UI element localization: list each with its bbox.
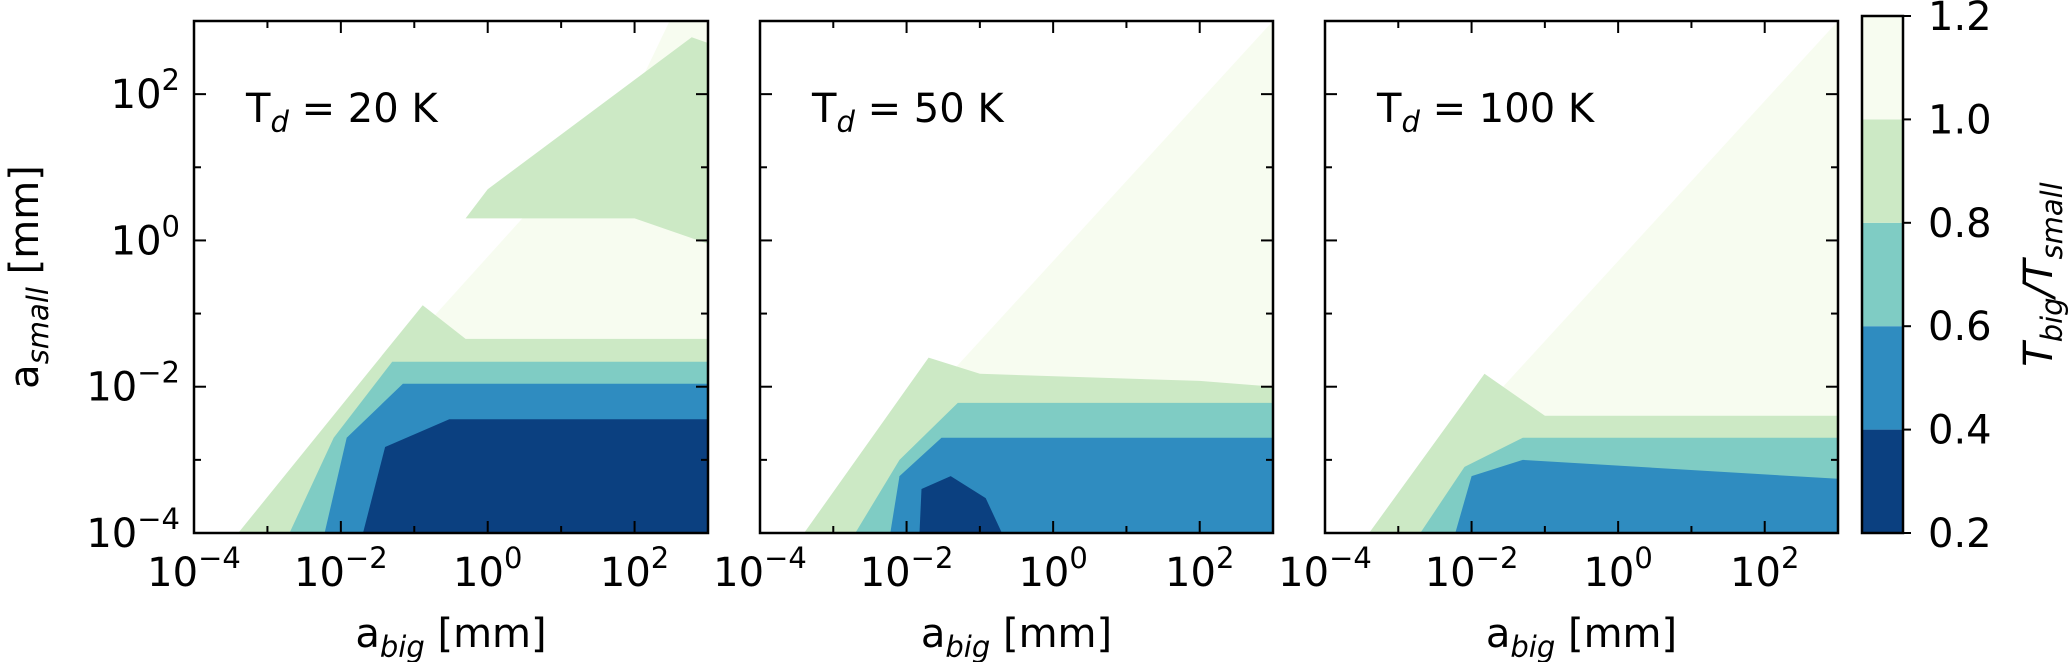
x-tick-label: 10−4 — [1278, 541, 1372, 596]
colorbar-bin — [1862, 222, 1903, 327]
x-axis-label: abig [mm] — [1486, 611, 1677, 662]
colorbar-bin — [1862, 429, 1903, 533]
panel-annotation: Td = 20 K — [245, 86, 439, 139]
colorbar-tick-label: 0.6 — [1928, 304, 1992, 350]
plot-frame — [192, 19, 710, 535]
y-tick-label: 10−2 — [86, 356, 180, 411]
y-tick-label: 102 — [111, 63, 180, 118]
x-tick-label: 100 — [1018, 541, 1087, 596]
x-tick-label: 102 — [1730, 541, 1799, 596]
x-tick-label: 10−2 — [860, 541, 954, 596]
colorbar-frame — [1860, 14, 1905, 535]
plot-frame — [1323, 19, 1840, 535]
panel-3: 10−4 10−2 100 102 abig [mm] Td = 100 K — [1278, 19, 1840, 662]
panel-annotation: Td = 100 K — [1376, 86, 1596, 139]
x-tick-label: 10−4 — [147, 541, 241, 596]
x-tick-label: 10−4 — [713, 541, 807, 596]
panel-1: 10−4 10−2 100 102 10−4 10−2 100 102 abig [mm] asm… — [2, 19, 710, 662]
x-tick-label: 10−2 — [294, 541, 388, 596]
plot-frame — [758, 19, 1275, 535]
contour-region-6 — [363, 419, 708, 533]
colorbar-tick-label: 0.4 — [1928, 408, 1992, 454]
contour-region-5 — [919, 476, 1002, 533]
colorbar-tick-label: 0.8 — [1928, 201, 1992, 247]
colorbar-tick-label: 1.2 — [1928, 0, 1992, 40]
colorbar-bin — [1862, 119, 1903, 223]
x-tick-label: 100 — [453, 541, 522, 596]
contour-region-1 — [1369, 21, 1838, 533]
x-tick-label: 10−2 — [1425, 541, 1519, 596]
x-tick-label: 102 — [1165, 541, 1234, 596]
y-tick-label: 10−4 — [86, 502, 180, 557]
colorbar-bin — [1862, 16, 1903, 120]
panel-2: 10−4 10−2 100 102 abig [mm] Td = 50 K — [713, 19, 1275, 662]
x-tick-label: 102 — [600, 541, 669, 596]
contour-region-3 — [465, 37, 708, 244]
x-axis-label: abig [mm] — [921, 611, 1112, 662]
panel-annotation: Td = 50 K — [811, 86, 1005, 139]
y-axis-label: asmall [mm] — [2, 165, 55, 389]
colorbar-tick-label: 0.2 — [1928, 511, 1992, 557]
y-tick-label: 100 — [111, 209, 180, 264]
contour-region-4 — [1455, 459, 1838, 533]
colorbar-tick-label: 1.0 — [1928, 97, 1992, 143]
colorbar-bin — [1862, 326, 1903, 430]
x-tick-label: 100 — [1583, 541, 1652, 596]
x-axis-label: abig [mm] — [355, 611, 546, 662]
colorbar: 0.2 0.4 0.6 0.8 1.0 1.2 Tbig/Tsmall — [1860, 0, 2069, 557]
colorbar-label: Tbig/Tsmall — [2016, 182, 2069, 366]
